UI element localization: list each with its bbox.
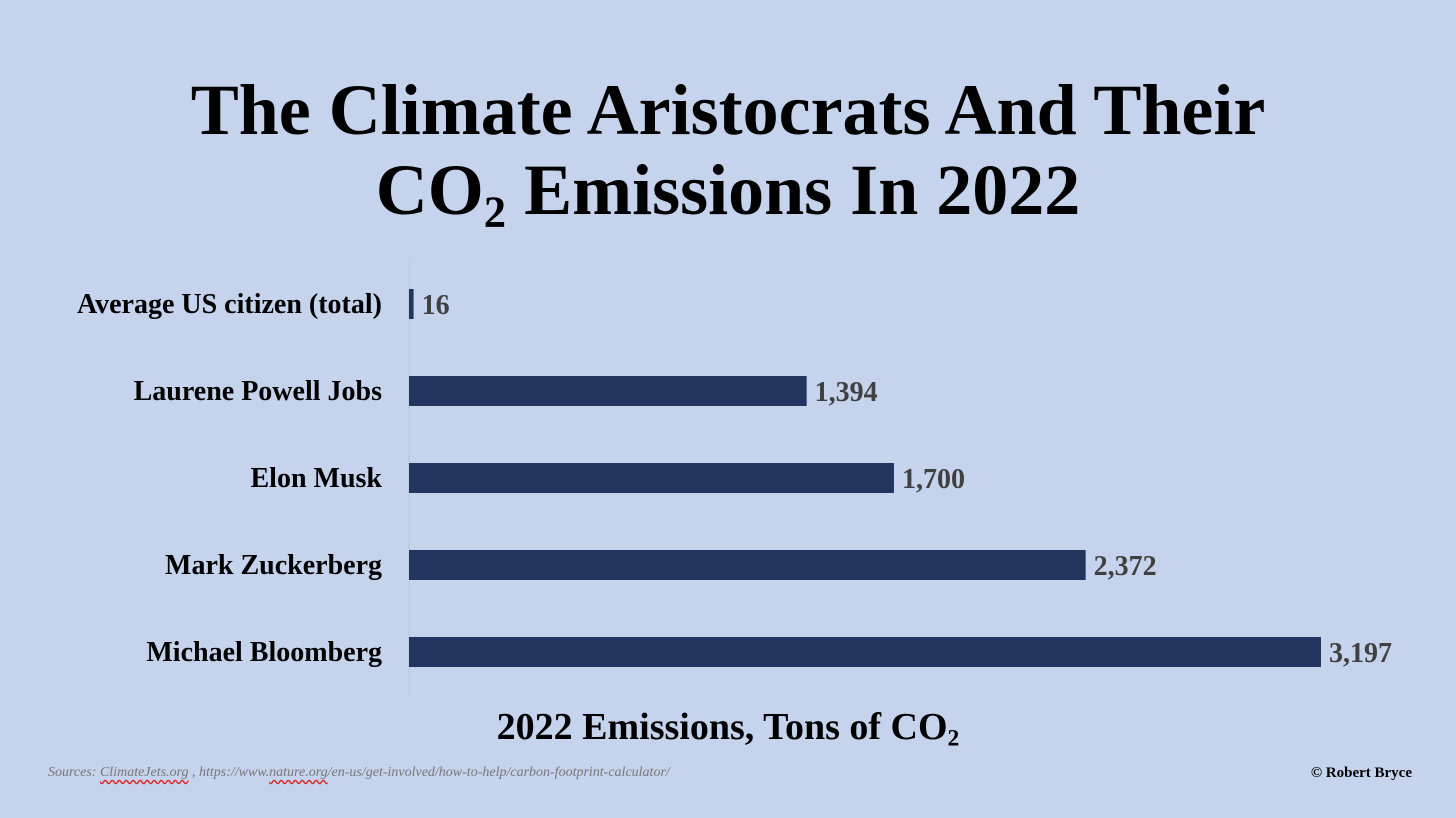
- category-label: Michael Bloomberg: [146, 637, 382, 668]
- title-emissions-text: Emissions In 2022: [506, 150, 1081, 230]
- sources-separator: ,: [188, 765, 199, 780]
- title-co: CO: [375, 150, 484, 230]
- source-link-nature-prefix: https://www.: [199, 765, 270, 780]
- chart-title-line-2: CO2 Emissions In 2022: [0, 150, 1456, 234]
- source-link-nature[interactable]: https://www.nature.org/en-us/get-involve…: [199, 765, 670, 780]
- bar: [409, 550, 1086, 580]
- title-subscript-2: 2: [483, 186, 507, 237]
- source-link-nature-domain: nature.org: [269, 765, 328, 780]
- source-link-climatejets[interactable]: ClimateJets.org: [99, 765, 189, 780]
- sources-footnote: Sources: ClimateJets.org , https://www.n…: [48, 765, 670, 781]
- chart-title: The Climate Aristocrats And Their CO2 Em…: [0, 70, 1456, 234]
- category-label: Average US citizen (total): [77, 289, 382, 320]
- category-label: Laurene Powell Jobs: [134, 376, 382, 407]
- category-label: Mark Zuckerberg: [165, 550, 382, 581]
- chart-title-line-1: The Climate Aristocrats And Their: [190, 70, 1266, 150]
- data-label: 2,372: [1094, 551, 1157, 582]
- sources-prefix: Sources:: [48, 765, 100, 780]
- bar: [409, 463, 894, 493]
- x-axis-label-text: 2022 Emissions, Tons of CO: [496, 706, 948, 748]
- source-link-nature-path: /en-us/get-involved/how-to-help/carbon-f…: [327, 765, 670, 780]
- data-label: 3,197: [1329, 638, 1392, 669]
- x-axis-label-subscript: 2: [947, 725, 960, 752]
- bar: [409, 289, 414, 319]
- bar: [409, 376, 807, 406]
- x-axis-label: 2022 Emissions, Tons of CO2: [0, 703, 1456, 751]
- category-label: Elon Musk: [251, 463, 383, 494]
- data-label: 1,394: [815, 377, 878, 408]
- data-label: 16: [422, 290, 450, 321]
- data-label: 1,700: [902, 464, 965, 495]
- bar: [409, 637, 1321, 667]
- copyright-notice: © Robert Bryce: [1310, 765, 1412, 781]
